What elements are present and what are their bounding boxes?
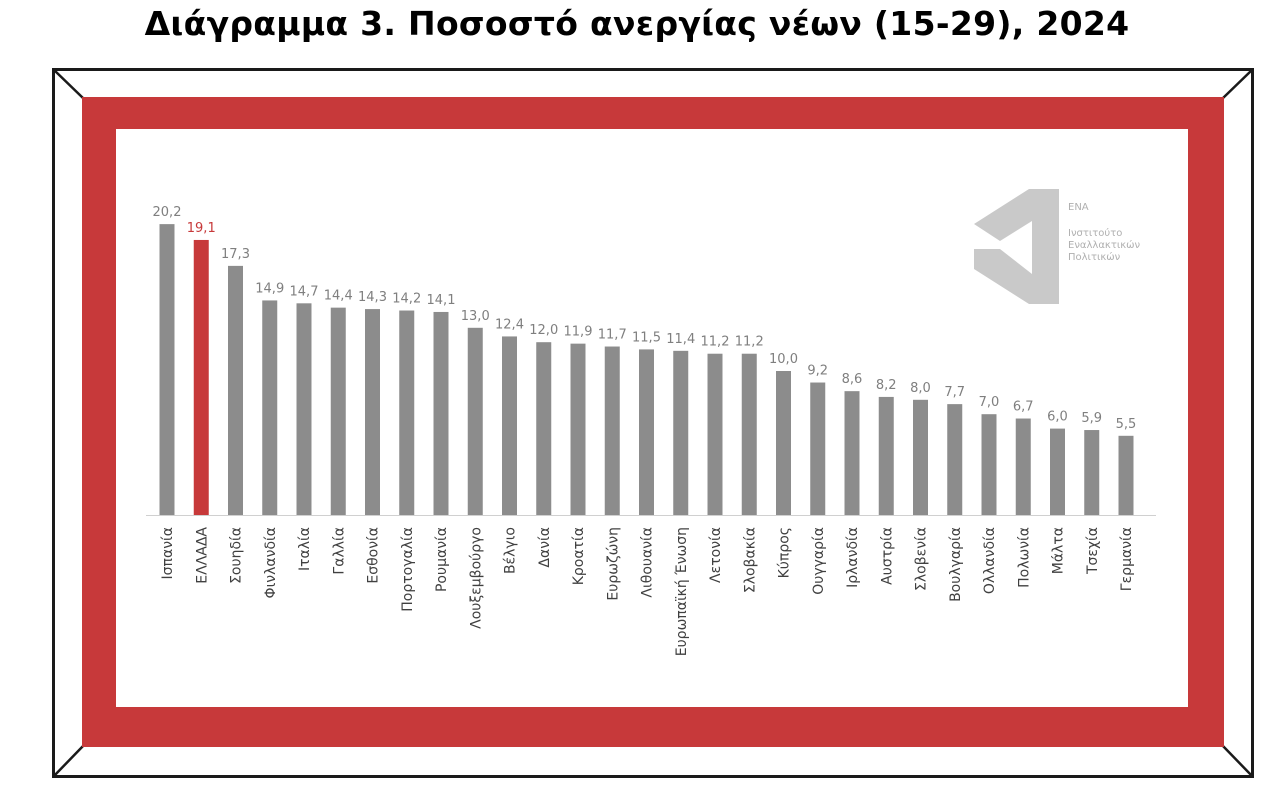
bar-16 xyxy=(707,353,723,515)
value-label-4: 14,7 xyxy=(290,284,319,299)
value-label-26: 6,0 xyxy=(1047,410,1068,425)
category-label-2: Σουηδία xyxy=(229,527,245,584)
bar-7 xyxy=(399,310,415,515)
bar-chart: 20,2 Ισπανία 19,1 ΕΛΛΑΔΑ 17,3 Σουηδία 14,9 Φινλ… xyxy=(146,205,1156,656)
category-label-13: Ευρωζώνη xyxy=(605,527,621,601)
category-label-25: Πολωνία xyxy=(1016,527,1032,588)
category-label-24: Ολλανδία xyxy=(982,527,998,594)
bar-10 xyxy=(502,336,517,515)
bar-1 xyxy=(193,239,209,515)
value-label-12: 11,9 xyxy=(564,325,593,340)
bar-17 xyxy=(741,353,757,515)
category-label-11: Δανία xyxy=(537,527,553,568)
bar-8 xyxy=(433,311,449,515)
bar-19 xyxy=(810,382,826,515)
value-label-11: 12,0 xyxy=(529,323,558,338)
value-label-27: 5,9 xyxy=(1081,411,1102,426)
value-label-7: 14,2 xyxy=(392,292,421,307)
bar-21 xyxy=(878,396,894,515)
bar-6 xyxy=(365,309,380,515)
value-label-22: 8,0 xyxy=(910,381,931,396)
bar-25 xyxy=(1015,418,1031,515)
value-label-2: 17,3 xyxy=(221,247,250,262)
value-label-13: 11,7 xyxy=(598,328,627,343)
category-label-26: Μάλτα xyxy=(1051,527,1067,574)
bar-12 xyxy=(570,343,586,515)
bar-24 xyxy=(981,414,997,515)
logo-subtitle: Ινστιτούτο Εναλλακτικών Πολιτικών xyxy=(1068,228,1141,263)
category-label-5: Γαλλία xyxy=(331,527,347,575)
category-label-6: Εσθονία xyxy=(366,527,382,584)
value-label-16: 11,2 xyxy=(701,335,730,350)
category-label-23: Βουλγαρία xyxy=(948,527,964,602)
value-label-8: 14,1 xyxy=(427,293,456,308)
category-label-9: Λουξεμβούργο xyxy=(468,527,484,629)
bar-15 xyxy=(673,350,689,515)
bar-4 xyxy=(296,303,312,515)
bar-20 xyxy=(844,391,860,515)
category-label-12: Κροατία xyxy=(571,527,587,585)
value-label-5: 14,4 xyxy=(324,289,353,304)
bar-27 xyxy=(1084,430,1100,515)
value-label-28: 5,5 xyxy=(1116,417,1137,432)
value-label-3: 14,9 xyxy=(255,281,284,296)
category-label-18: Κύπρος xyxy=(777,527,793,578)
category-label-21: Αυστρία xyxy=(879,527,895,585)
category-label-3: Φινλανδία xyxy=(263,527,279,598)
bar-18 xyxy=(776,371,791,515)
category-label-14: Λιθουανία xyxy=(640,527,656,598)
value-label-15: 11,4 xyxy=(666,332,695,347)
value-label-9: 13,0 xyxy=(461,309,490,324)
bar-9 xyxy=(467,327,483,515)
category-label-16: Λετονία xyxy=(708,527,724,583)
value-label-6: 14,3 xyxy=(358,290,387,305)
category-label-8: Ρουμανία xyxy=(434,527,450,592)
value-label-18: 10,0 xyxy=(769,352,798,367)
page-title: Διάγραμμα 3. Ποσοστό ανεργίας νέων (15-2… xyxy=(144,4,1130,43)
bar-22 xyxy=(913,399,928,515)
value-label-14: 11,5 xyxy=(632,330,661,345)
bar-13 xyxy=(604,346,620,515)
category-label-1: ΕΛΛΑΔΑ xyxy=(194,527,210,584)
value-label-10: 12,4 xyxy=(495,317,524,332)
category-label-15: Ευρωπαϊκή Ένωση xyxy=(674,527,690,656)
value-label-20: 8,6 xyxy=(842,372,863,387)
bar-23 xyxy=(947,404,963,515)
value-label-21: 8,2 xyxy=(876,378,897,393)
category-label-19: Ουγγαρία xyxy=(811,527,827,595)
category-label-22: Σλοβενία xyxy=(914,527,930,591)
bar-5 xyxy=(330,307,346,515)
value-label-1: 19,1 xyxy=(187,221,216,236)
value-label-17: 11,2 xyxy=(735,335,764,350)
category-label-27: Τσεχία xyxy=(1085,527,1101,575)
category-label-0: Ισπανία xyxy=(160,527,176,579)
category-label-10: Βέλγιο xyxy=(503,527,519,574)
bar-11 xyxy=(536,342,552,515)
bar-0 xyxy=(159,224,175,515)
ena-logo-icon xyxy=(974,189,1059,304)
bar-26 xyxy=(1050,428,1065,515)
value-label-24: 7,0 xyxy=(979,395,1000,410)
value-label-23: 7,7 xyxy=(944,385,965,400)
bar-14 xyxy=(639,349,654,515)
category-label-4: Ιταλία xyxy=(297,527,313,571)
logo-name: ΕΝΑ xyxy=(1068,202,1089,213)
bar-28 xyxy=(1118,435,1134,515)
value-label-25: 6,7 xyxy=(1013,400,1034,415)
bar-3 xyxy=(262,300,278,515)
category-label-7: Πορτογαλία xyxy=(400,527,416,612)
bar-2 xyxy=(228,265,243,515)
category-label-28: Γερμανία xyxy=(1119,527,1135,591)
category-label-17: Σλοβακία xyxy=(742,527,758,593)
value-label-0: 20,2 xyxy=(153,205,182,220)
chart-panel: 20,2 Ισπανία 19,1 ΕΛΛΑΔΑ 17,3 Σουηδία 14,9 Φινλ… xyxy=(116,129,1188,707)
category-label-20: Ιρλανδία xyxy=(845,527,861,588)
value-label-19: 9,2 xyxy=(807,364,828,379)
